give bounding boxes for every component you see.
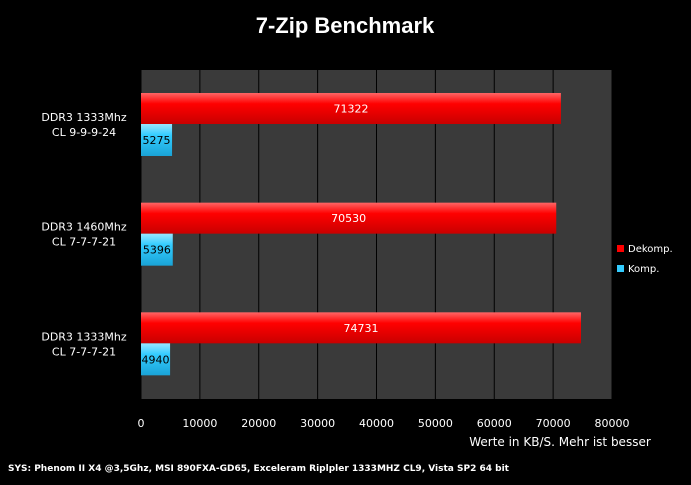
x-tick-label: 30000 [300,417,335,430]
bars [141,93,581,376]
bar-komp [141,124,173,156]
x-tick-label: 60000 [477,417,512,430]
data-label: 70530 [331,212,366,225]
bar-komp [141,233,173,266]
data-label: 5396 [143,244,171,257]
category-label: CL 7-7-7-21 [52,236,116,249]
legend-label-komp: Komp. [628,264,659,275]
x-axis-ticks: 0 10000 20000 30000 40000 50000 60000 70000 8000… [138,417,630,430]
x-tick-label: 50000 [418,417,453,430]
x-tick-label: 20000 [241,417,276,430]
chart-title: 7-Zip Benchmark [256,13,435,38]
x-tick-label: 40000 [359,417,394,430]
bar-dekomp [141,93,561,124]
footer-system-info: SYS: Phenom II X4 @3,5Ghz, MSI 890FXA-GD… [8,464,510,474]
legend: Dekomp. Komp. [617,244,673,275]
legend-swatch-komp [617,265,624,272]
x-tick-label: 0 [138,417,145,430]
x-axis-label: Werte in KB/S. Mehr ist besser [469,435,651,449]
category-labels: DDR3 1333Mhz CL 9-9-9-24 DDR3 1460Mhz CL 7-… [41,111,127,358]
bar-dekomp [141,312,581,344]
data-label: 74731 [343,322,378,335]
category-label: DDR3 1333Mhz [41,111,127,124]
data-labels: 71322 5275 70530 5396 74731 4940 [142,103,379,367]
category-label: CL 9-9-9-24 [52,126,116,139]
data-label: 71322 [333,103,368,116]
x-tick-label: 10000 [182,417,217,430]
bar-dekomp [141,202,557,234]
legend-swatch-dekomp [617,245,624,252]
data-label: 4940 [142,353,170,366]
legend-label-dekomp: Dekomp. [628,244,673,255]
category-label: CL 7-7-7-21 [52,345,116,358]
x-tick-label: 70000 [536,417,571,430]
x-tick-label: 80000 [595,417,630,430]
data-label: 5275 [143,134,171,147]
category-label: DDR3 1333Mhz [41,330,127,343]
category-label: DDR3 1460Mhz [41,221,127,234]
bar-komp [141,343,171,376]
